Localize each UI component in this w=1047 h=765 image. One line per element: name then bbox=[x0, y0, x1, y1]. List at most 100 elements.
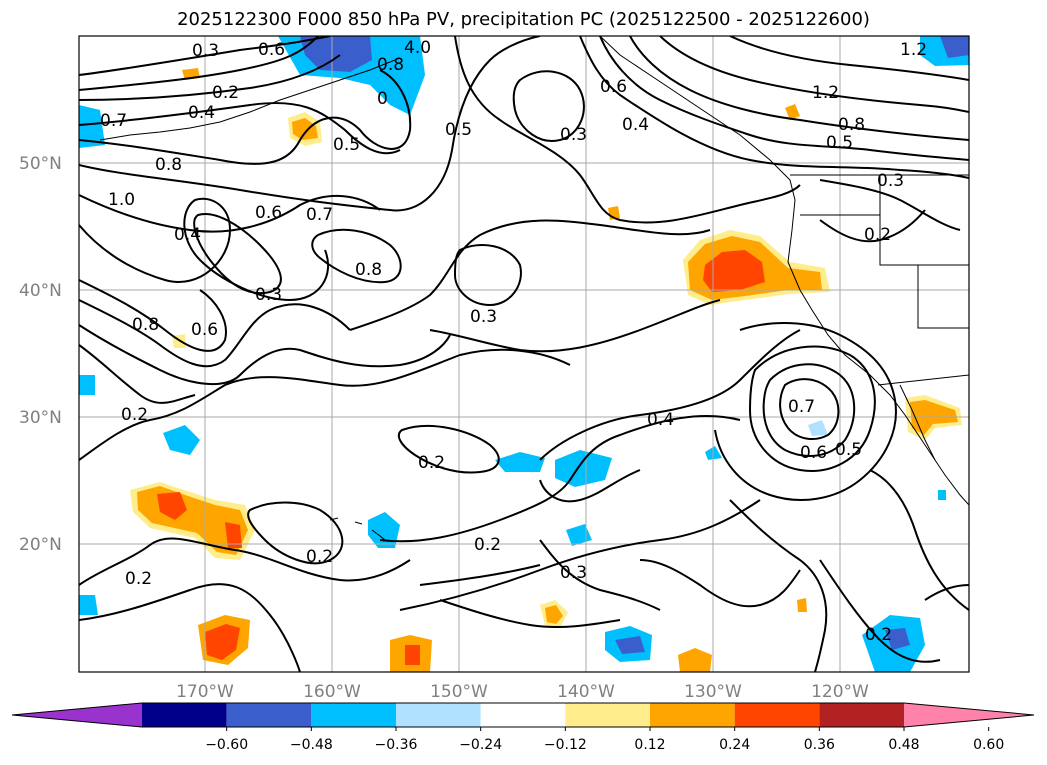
pv-contour-line bbox=[311, 228, 402, 284]
contour-label: 0.3 bbox=[560, 125, 587, 145]
contour-label: 1.2 bbox=[812, 83, 839, 103]
pv-contour-line bbox=[79, 583, 301, 672]
pv-contour-line bbox=[79, 54, 341, 101]
pv-contour-line bbox=[629, 36, 969, 141]
precip-pos-area bbox=[678, 648, 712, 672]
lat-label: 20°N bbox=[19, 535, 62, 555]
contour-label: 0.3 bbox=[192, 41, 219, 61]
pv-contour-line bbox=[599, 36, 969, 161]
pv-contour-line bbox=[819, 559, 941, 663]
contour-label: 1.0 bbox=[108, 190, 135, 210]
map-frame bbox=[78, 35, 970, 673]
contour-label: 0.3 bbox=[560, 563, 587, 583]
contour-label: 1.2 bbox=[900, 40, 927, 60]
baja-coastline bbox=[899, 384, 936, 461]
coastlines bbox=[99, 36, 969, 541]
contour-label: 0.7 bbox=[100, 111, 127, 131]
precip-pos-core bbox=[205, 624, 240, 660]
precip-pos-core bbox=[405, 645, 420, 665]
colorbar-segment bbox=[734, 703, 820, 727]
pv-contour-line bbox=[819, 209, 926, 243]
pv-contour-line bbox=[399, 499, 761, 611]
precip-neg-area bbox=[79, 375, 95, 395]
contour-label: 0.4 bbox=[647, 410, 674, 430]
colorbar-segment bbox=[565, 703, 650, 727]
precip-pos-area bbox=[545, 605, 563, 624]
contour-label: 0.6 bbox=[255, 203, 282, 223]
contour-label: 0 bbox=[377, 89, 388, 109]
precip-neg-area bbox=[938, 490, 946, 500]
lon-label: 120°W bbox=[811, 682, 869, 702]
map-panel bbox=[79, 36, 969, 672]
colorbar-tick-label: 0.60 bbox=[973, 737, 1004, 753]
pv-contour-line bbox=[454, 36, 801, 224]
pv-contour-line bbox=[453, 244, 522, 307]
pv-contour-line bbox=[79, 344, 196, 404]
pv-contour-line bbox=[659, 36, 969, 113]
contour-label: 0.8 bbox=[132, 315, 159, 335]
colorbar-segment bbox=[819, 703, 904, 727]
contour-label: 0.6 bbox=[800, 443, 827, 463]
contour-label: 0.4 bbox=[174, 225, 201, 245]
precip-neg-core bbox=[615, 636, 645, 654]
colorbar-tick-label: −0.36 bbox=[375, 737, 418, 753]
precip-pos-area bbox=[797, 598, 807, 612]
pv-contour-line bbox=[79, 69, 412, 165]
pv-contour-line bbox=[729, 499, 828, 672]
longitude-labels: 170°W 160°W 150°W 140°W 130°W 120°W bbox=[176, 682, 869, 702]
pv-contour-line bbox=[247, 501, 344, 565]
pv-contour-line bbox=[579, 36, 969, 179]
colorbar-tick-label: 0.48 bbox=[888, 737, 919, 753]
colorbar-segment bbox=[142, 703, 227, 727]
precip-neg-core bbox=[940, 36, 969, 58]
colorbar-tick-label: 0.24 bbox=[719, 737, 750, 753]
pv-contour-line bbox=[779, 378, 840, 441]
pv-contour-line bbox=[419, 564, 541, 586]
pv-contour-line bbox=[748, 345, 876, 472]
pv-contour-line bbox=[714, 322, 897, 501]
pv-contour-line bbox=[397, 424, 500, 474]
pv-contour-line bbox=[79, 36, 319, 91]
contour-label: 0.8 bbox=[355, 260, 382, 280]
lon-label: 140°W bbox=[557, 682, 615, 702]
pv-contour-line bbox=[539, 329, 801, 461]
aleutian-islands bbox=[99, 57, 401, 141]
pv-contour-line bbox=[79, 348, 571, 461]
contour-label: 0.5 bbox=[333, 135, 360, 155]
pv-contour-line bbox=[349, 219, 711, 331]
contour-label: 0.6 bbox=[258, 40, 285, 60]
lon-label: 170°W bbox=[176, 682, 234, 702]
state-border bbox=[917, 265, 969, 329]
colorbar-tick-label: 0.36 bbox=[804, 737, 835, 753]
precip-neg-area bbox=[163, 425, 200, 455]
lat-label: 50°N bbox=[19, 154, 62, 174]
lon-label: 150°W bbox=[430, 682, 488, 702]
pv-contour-line bbox=[193, 213, 282, 295]
colorbar-tick-label: −0.60 bbox=[205, 737, 248, 753]
contour-label: 0.7 bbox=[788, 397, 815, 417]
colorbar-segment bbox=[311, 703, 396, 727]
contour-label: 0.2 bbox=[418, 453, 445, 473]
pv-contour-line bbox=[539, 469, 641, 503]
contour-label: 0.3 bbox=[877, 171, 904, 191]
colorbar: −0.60 −0.48 −0.36 −0.24 −0.12 0.12 0.24 0.36 0.4… bbox=[11, 702, 1035, 753]
pv-contour-line bbox=[429, 299, 721, 353]
colorbar-tick-label: 0.12 bbox=[634, 737, 665, 753]
precip-neg-area bbox=[808, 420, 828, 436]
contour-label: 0.2 bbox=[121, 405, 148, 425]
precip-pos-core bbox=[225, 522, 242, 548]
pv-contour-line bbox=[79, 194, 381, 233]
north-america-coastline bbox=[599, 36, 969, 506]
contour-label: 0.5 bbox=[835, 440, 862, 460]
contour-label: 0.8 bbox=[838, 115, 865, 135]
contour-label: 0.2 bbox=[865, 625, 892, 645]
precip-pos-area bbox=[785, 104, 800, 120]
pv-contour-line bbox=[79, 36, 331, 76]
colorbar-segment bbox=[480, 703, 566, 727]
contour-label: 0.2 bbox=[212, 83, 239, 103]
colorbar-segment bbox=[226, 703, 312, 727]
pv-contours bbox=[79, 36, 969, 672]
contour-label: 0.5 bbox=[826, 133, 853, 153]
pv-contour-line bbox=[539, 539, 661, 611]
